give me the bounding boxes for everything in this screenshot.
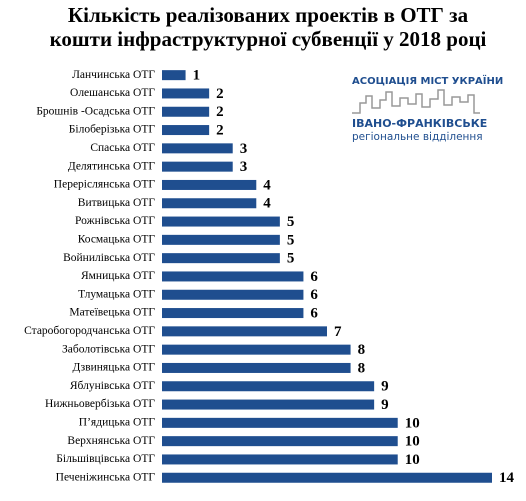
bar xyxy=(162,326,327,337)
bar xyxy=(162,308,304,319)
value-label: 5 xyxy=(287,232,295,248)
bar xyxy=(162,234,280,245)
category-label: Ямницька ОТГ xyxy=(81,270,155,282)
bar xyxy=(162,216,280,227)
chart-title: Кількість реалізованих проектів в ОТГ за xyxy=(68,3,469,27)
bar xyxy=(162,253,280,264)
category-label: Матеївецька ОТГ xyxy=(69,307,155,319)
category-label: Ланчинська ОТГ xyxy=(72,69,155,81)
bar xyxy=(162,472,492,483)
category-label: Старобогородчанська ОТГ xyxy=(24,325,155,337)
bar xyxy=(162,106,210,117)
category-label: Витвицька ОТГ xyxy=(78,197,156,209)
category-label: Дзвиняцька ОТГ xyxy=(73,362,156,374)
category-label: Спаська ОТГ xyxy=(90,142,155,154)
chart-title: кошти інфраструктурної субвенції у 2018 … xyxy=(50,27,487,51)
bar xyxy=(162,125,210,136)
category-label: Тлумацька ОТГ xyxy=(78,288,155,300)
value-label: 1 xyxy=(193,68,201,84)
category-label: П’ядицька ОТГ xyxy=(79,416,156,428)
category-label: Рожнівська ОТГ xyxy=(75,215,155,227)
value-label: 5 xyxy=(287,214,295,230)
bar xyxy=(162,436,398,447)
category-label: Переріслянська ОТГ xyxy=(54,179,156,191)
value-label: 6 xyxy=(310,269,318,285)
bar xyxy=(162,289,304,300)
value-label: 9 xyxy=(381,397,389,413)
value-label: 3 xyxy=(240,159,248,175)
value-label: 4 xyxy=(263,196,271,212)
value-label: 6 xyxy=(310,305,318,321)
bar xyxy=(162,454,398,465)
bar xyxy=(162,381,375,392)
category-label: Нижньовербізька ОТГ xyxy=(45,398,155,410)
category-label: Брошнів -Осадська ОТГ xyxy=(36,105,155,117)
category-label: Білоберізька ОТГ xyxy=(69,124,156,136)
value-label: 7 xyxy=(334,324,342,340)
category-label: Олешанська ОТГ xyxy=(70,87,155,99)
bar xyxy=(162,344,351,355)
category-label: Космацька ОТГ xyxy=(78,233,156,245)
bar xyxy=(162,143,233,154)
bar xyxy=(162,362,351,373)
value-label: 9 xyxy=(381,379,389,395)
category-label: Заболотівська ОТГ xyxy=(62,343,155,355)
logo: АСОЦІАЦІЯ МІСТ УКРАЇНИ ІВАНО-ФРАНКІВСЬКЕ… xyxy=(352,73,503,143)
value-label: 10 xyxy=(405,452,420,468)
bar xyxy=(162,417,398,428)
bar xyxy=(162,88,210,99)
value-label: 2 xyxy=(216,122,224,138)
value-label: 14 xyxy=(499,470,515,486)
skyline xyxy=(352,89,480,114)
value-label: 10 xyxy=(405,434,420,450)
value-label: 5 xyxy=(287,251,295,267)
category-label: Делятинська ОТГ xyxy=(68,160,156,172)
logo-text: АСОЦІАЦІЯ МІСТ УКРАЇНИ xyxy=(352,73,503,87)
value-label: 8 xyxy=(358,360,366,376)
logo-text: ІВАНО-ФРАНКІВСЬКЕ xyxy=(352,117,487,130)
bar xyxy=(162,399,375,410)
category-label: Яблунівська ОТГ xyxy=(70,380,156,392)
bar xyxy=(162,161,233,172)
bar xyxy=(162,271,304,282)
bar xyxy=(162,198,257,209)
bar xyxy=(162,179,257,190)
value-label: 8 xyxy=(358,342,366,358)
value-label: 10 xyxy=(405,415,420,431)
logo-text: регіональне відділення xyxy=(352,131,483,143)
value-label: 3 xyxy=(240,141,248,157)
value-label: 2 xyxy=(216,104,224,120)
bar xyxy=(162,70,186,81)
value-label: 2 xyxy=(216,86,224,102)
category-label: Верхнянська ОТГ xyxy=(67,435,155,447)
category-label: Більшівцівська ОТГ xyxy=(56,453,155,465)
category-label: Печеніжинська ОТГ xyxy=(56,471,156,483)
category-label: Войнилівська ОТГ xyxy=(63,252,155,264)
value-label: 6 xyxy=(310,287,318,303)
value-label: 4 xyxy=(263,177,271,193)
